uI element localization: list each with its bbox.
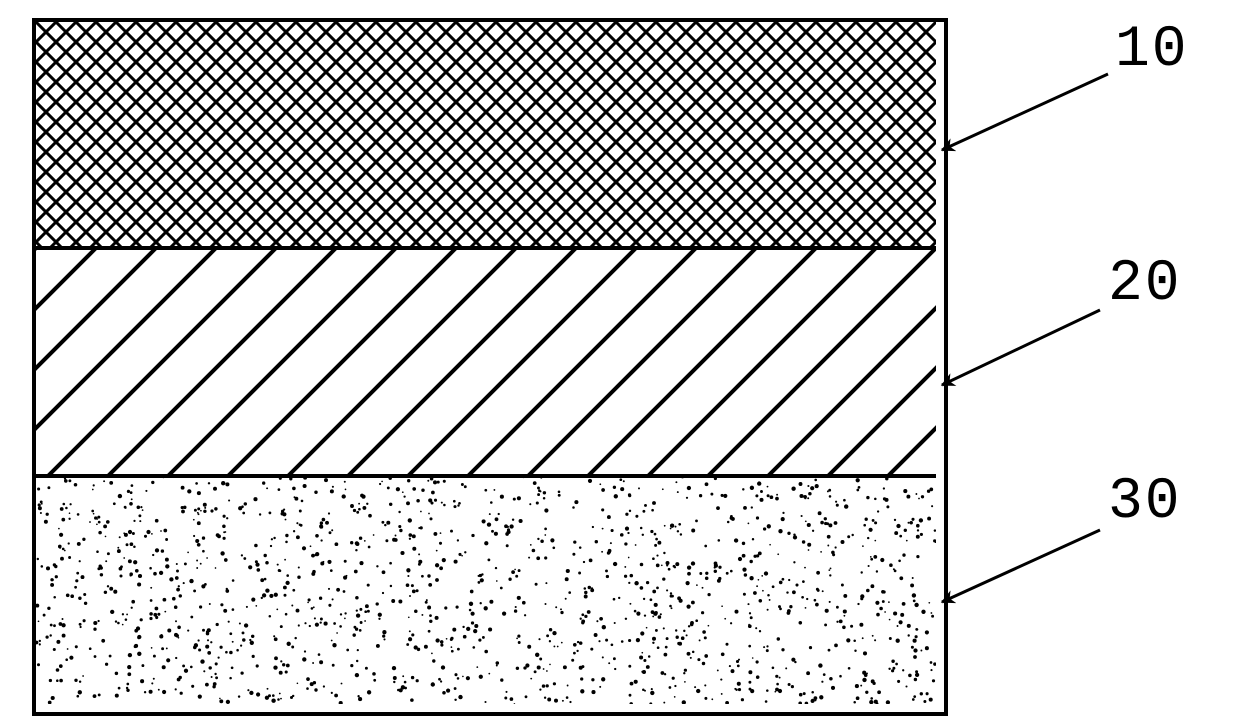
layer-label-20: 20 [1108,252,1182,317]
layer-label-10: 10 [1115,18,1189,83]
layer-20 [36,248,936,476]
layer-30 [36,476,936,704]
layer-separator [36,246,936,250]
layer-label-30: 30 [1108,470,1182,535]
layer-10 [36,22,936,248]
layer-separator [36,474,936,478]
diagram-stage: 10 20 30 [0,0,1240,722]
